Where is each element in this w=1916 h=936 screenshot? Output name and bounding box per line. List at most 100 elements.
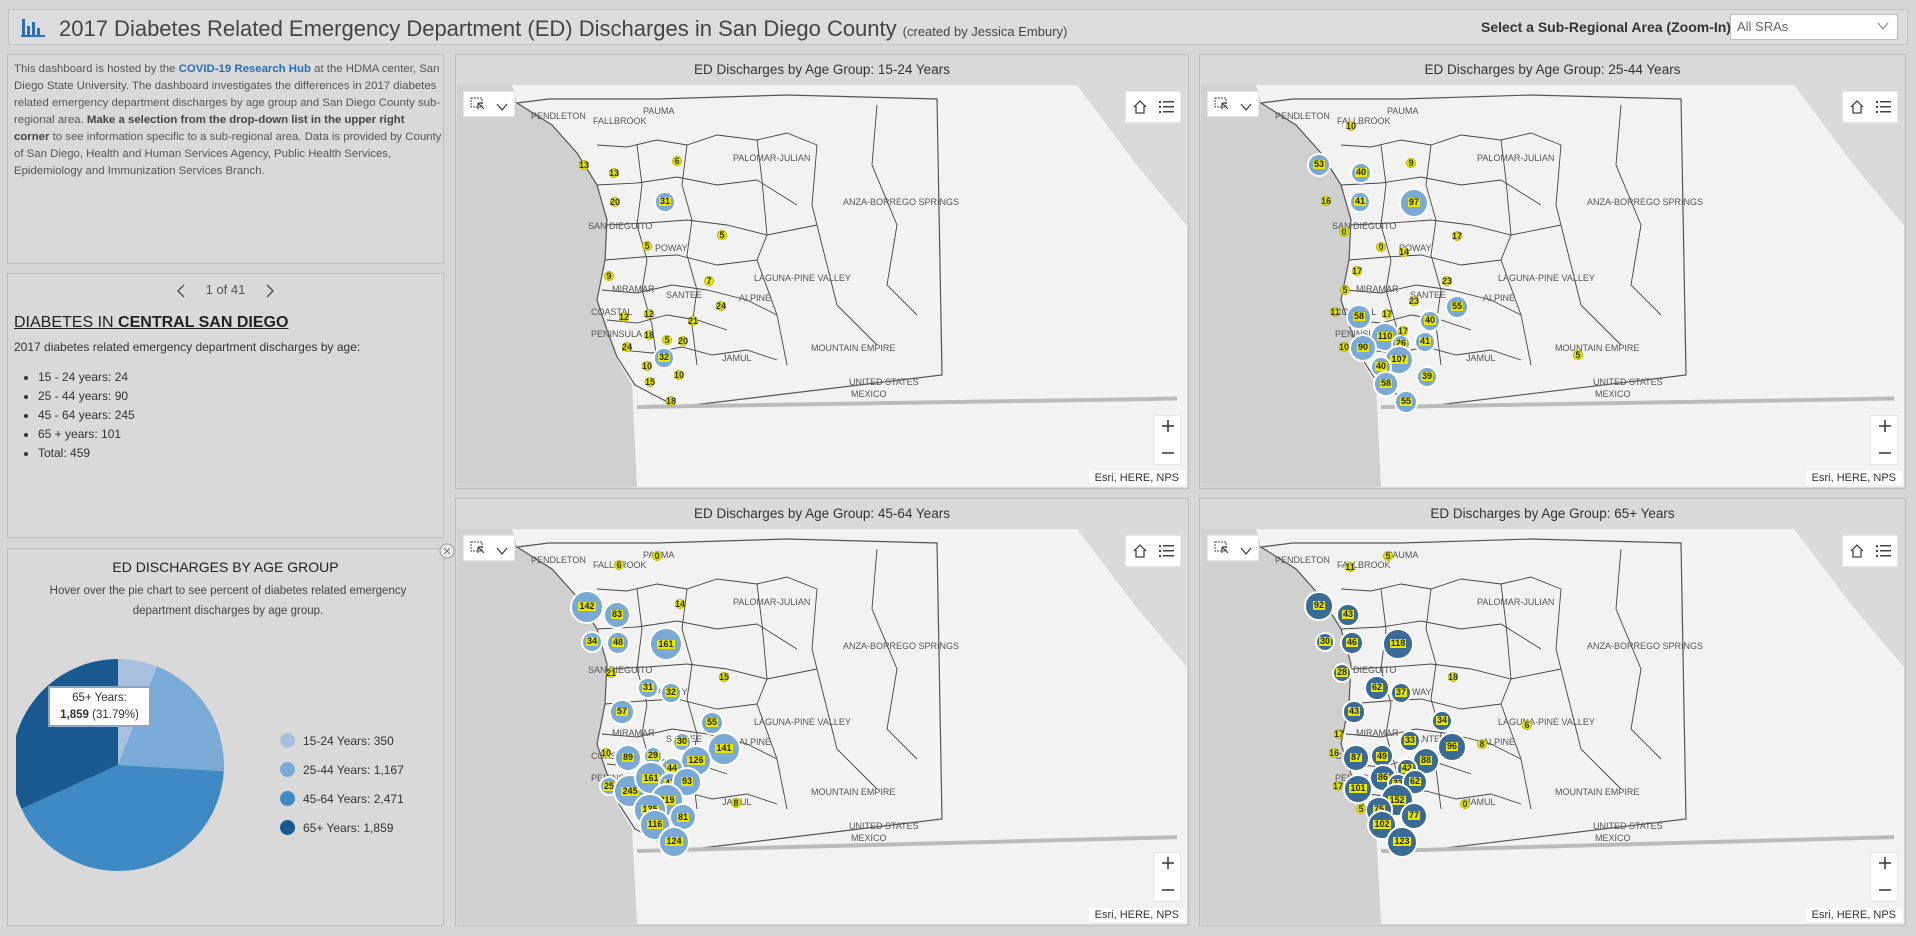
map-bubble[interactable]: 14 [675,599,686,609]
expand-icon[interactable] [439,543,455,564]
map-bubble[interactable]: 58 [1346,304,1372,330]
pie-slice-45-64-years[interactable] [21,765,224,871]
map-bubble[interactable]: 11 [1330,307,1340,317]
map-bubble[interactable]: 13 [609,168,620,178]
map-bubble[interactable]: 23 [1409,296,1420,306]
map-bubble[interactable]: 93 [672,767,702,797]
map-bubble[interactable]: 10 [601,748,612,758]
zoom-out-button[interactable] [1878,883,1892,902]
map-bubble[interactable]: 6 [614,560,624,570]
map-bubble[interactable]: 12 [619,312,630,322]
map-bubble[interactable]: 123 [1385,825,1419,859]
map-bubble[interactable]: 24 [716,301,727,311]
map-bubble[interactable]: 39 [1415,365,1439,389]
map-view[interactable]: PENDLETONFALLBROOKPAUMAPALOMAR-JULIANANZ… [457,529,1187,924]
map-bubble[interactable]: 5 [717,230,727,240]
map-bubble[interactable]: 41 [1348,190,1372,214]
map-bubble[interactable]: 141 [707,732,741,766]
map-bubble[interactable]: 48 [606,631,630,655]
map-bubble[interactable]: 37 [1389,681,1413,705]
home-icon[interactable] [1850,100,1864,119]
map-bubble[interactable]: 5 [1573,350,1583,360]
map-bubble[interactable]: 30 [1314,631,1336,653]
map-bubble[interactable]: 116 [639,809,671,841]
map-bubble[interactable]: 13 [579,160,590,170]
map-bubble[interactable]: 17 [1334,729,1345,739]
chevron-down-icon[interactable] [496,99,508,117]
map-bubble[interactable]: 6 [1522,720,1532,730]
map-bubble[interactable]: 55 [1393,389,1419,415]
map-bubble[interactable]: 77 [1400,802,1428,830]
next-page-button[interactable] [265,282,275,298]
zoom-out-button[interactable] [1878,446,1892,465]
map-bubble[interactable]: 5 [1383,551,1393,561]
map-bubble[interactable]: 23 [1442,276,1453,286]
map-bubble[interactable]: 17 [1352,266,1363,276]
map-bubble[interactable]: 40 [1349,161,1373,185]
map-bubble[interactable]: 43 [1342,700,1366,724]
map-bubble[interactable]: 20 [678,336,689,346]
legend-list-icon[interactable] [1159,544,1174,563]
map-bubble[interactable]: 0 [1376,242,1386,252]
map-bubble[interactable]: 124 [657,825,691,859]
map-bubble[interactable]: 32 [653,347,675,369]
map-bubble[interactable]: 83 [602,600,632,630]
map-bubble[interactable]: 0 [1339,227,1349,237]
map-bubble[interactable]: 87 [1341,743,1371,773]
map-bubble[interactable]: 5 [1340,285,1350,295]
map-bubble[interactable]: 10 [1339,342,1350,352]
map-bubble[interactable]: 15 [645,377,656,387]
map-bubble[interactable]: 17 [1452,231,1463,241]
map-bubble[interactable]: 101 [1342,773,1374,805]
map-bubble[interactable]: 14 [1399,247,1410,257]
map-bubble[interactable]: 57 [609,699,635,725]
map-bubble[interactable]: 21 [688,316,699,326]
pie-slice-25-44-years[interactable] [118,666,224,772]
legend-list-icon[interactable] [1876,100,1891,119]
map-bubble[interactable]: 34 [581,631,603,653]
legend-list-icon[interactable] [1159,100,1174,119]
select-tool-icon[interactable] [470,97,486,116]
map-bubble[interactable]: 89 [613,743,643,773]
map-bubble[interactable]: 12 [644,309,655,319]
map-bubble[interactable]: 142 [570,590,604,624]
map-bubble[interactable]: 0 [652,551,662,561]
map-bubble[interactable]: 97 [1399,188,1429,218]
map-bubble[interactable]: 161 [649,627,683,661]
map-bubble[interactable]: 8 [1477,739,1487,749]
map-bubble[interactable]: 21 [606,668,617,678]
map-bubble[interactable]: 33 [1399,730,1421,752]
map-bubble[interactable]: 46 [1340,631,1364,655]
map-bubble[interactable]: 18 [1448,672,1459,682]
map-bubble[interactable]: 41 [1413,330,1437,354]
map-bubble[interactable]: 32 [660,682,682,704]
home-icon[interactable] [1133,100,1147,119]
chevron-down-icon[interactable] [1240,99,1252,117]
previous-page-button[interactable] [176,282,186,298]
map-bubble[interactable]: 92 [1304,591,1334,621]
map-bubble[interactable]: 11 [1345,562,1355,572]
chevron-down-icon[interactable] [1240,543,1252,561]
map-bubble[interactable]: 55 [699,710,725,736]
chevron-down-icon[interactable] [496,543,508,561]
zoom-in-button[interactable] [1878,856,1892,875]
map-bubble[interactable]: 6 [672,156,682,166]
map-bubble[interactable]: 31 [654,191,676,213]
map-bubble[interactable]: 17 [1333,781,1344,791]
map-bubble[interactable]: 0 [1460,799,1470,809]
map-bubble[interactable]: 28 [1331,662,1353,684]
map-bubble[interactable]: 16 [1321,196,1332,206]
map-bubble[interactable]: 18 [644,330,655,340]
map-bubble[interactable]: 8 [731,798,741,808]
home-icon[interactable] [1133,544,1147,563]
map-bubble[interactable]: 24 [622,342,633,352]
map-bubble[interactable]: 15 [719,672,730,682]
map-bubble[interactable]: 90 [1348,333,1378,363]
map-bubble[interactable]: 31 [637,677,659,699]
map-bubble[interactable]: 9 [604,271,614,281]
map-bubble[interactable]: 96 [1437,732,1467,762]
map-bubble[interactable]: 118 [1382,628,1414,660]
